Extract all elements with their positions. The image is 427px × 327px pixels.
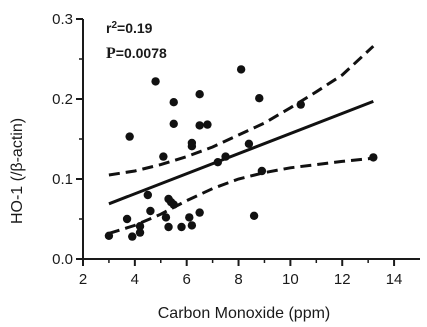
data-point (257, 166, 267, 176)
p-value-letter: P (106, 45, 116, 62)
y-tick-label: 0.1 (52, 171, 73, 188)
x-axis-title: Carbon Monoxide (ppm) (158, 305, 331, 322)
data-point (221, 152, 230, 161)
data-points (104, 65, 378, 241)
r-squared-prefix: r (106, 20, 112, 36)
data-point (185, 213, 194, 222)
data-point (122, 214, 132, 224)
data-point (143, 190, 153, 200)
data-point (203, 120, 212, 129)
data-point (161, 213, 171, 222)
ci-lower-line (108, 156, 374, 235)
data-point (195, 208, 204, 217)
ci-band-lines (108, 45, 375, 235)
data-point (296, 100, 305, 109)
data-point (164, 222, 173, 232)
data-point (125, 132, 134, 141)
r-squared-value: =0.19 (117, 20, 153, 36)
x-tick-label: 8 (234, 271, 242, 288)
data-point (169, 119, 178, 128)
data-point (146, 206, 155, 216)
data-point (169, 200, 178, 209)
ci-upper-line (108, 45, 375, 177)
data-point (187, 138, 197, 148)
p-value-number: =0.0078 (116, 45, 167, 61)
y-axis: 0.0 0.1 0.2 0.3 (52, 11, 84, 268)
regression-line (108, 100, 374, 206)
y-tick-label: 0.2 (52, 91, 73, 108)
x-axis: 2 4 6 8 10 12 14 (79, 258, 420, 288)
data-point (213, 158, 222, 167)
data-point (177, 222, 186, 232)
data-point (151, 77, 160, 86)
data-point (128, 232, 137, 241)
y-axis-title: HO-1 (/β-actin) (9, 118, 26, 224)
x-tick-label: 2 (79, 271, 87, 288)
data-point (104, 231, 114, 240)
data-point (159, 152, 168, 161)
r-squared-annotation: r2=0.19 (106, 20, 153, 36)
x-tick-label: 12 (334, 271, 351, 288)
data-point (169, 98, 178, 107)
data-point (255, 94, 264, 103)
r-squared-superscript: 2 (111, 20, 117, 31)
data-point (195, 121, 204, 130)
data-point (195, 90, 204, 99)
data-point (249, 211, 259, 220)
regression-line-group (108, 100, 374, 206)
data-point (135, 222, 145, 231)
x-tick-label: 10 (282, 271, 299, 288)
y-tick-label: 0.0 (52, 251, 73, 268)
data-point (244, 139, 254, 148)
x-tick-label: 14 (386, 271, 403, 288)
x-tick-label: 6 (183, 271, 191, 288)
data-point (135, 228, 145, 237)
data-point (369, 153, 378, 162)
data-point (236, 65, 246, 74)
data-point (187, 221, 197, 230)
p-value-annotation: P=0.0078 (106, 45, 167, 62)
y-tick-label: 0.3 (52, 11, 73, 28)
x-tick-label: 4 (131, 271, 139, 288)
